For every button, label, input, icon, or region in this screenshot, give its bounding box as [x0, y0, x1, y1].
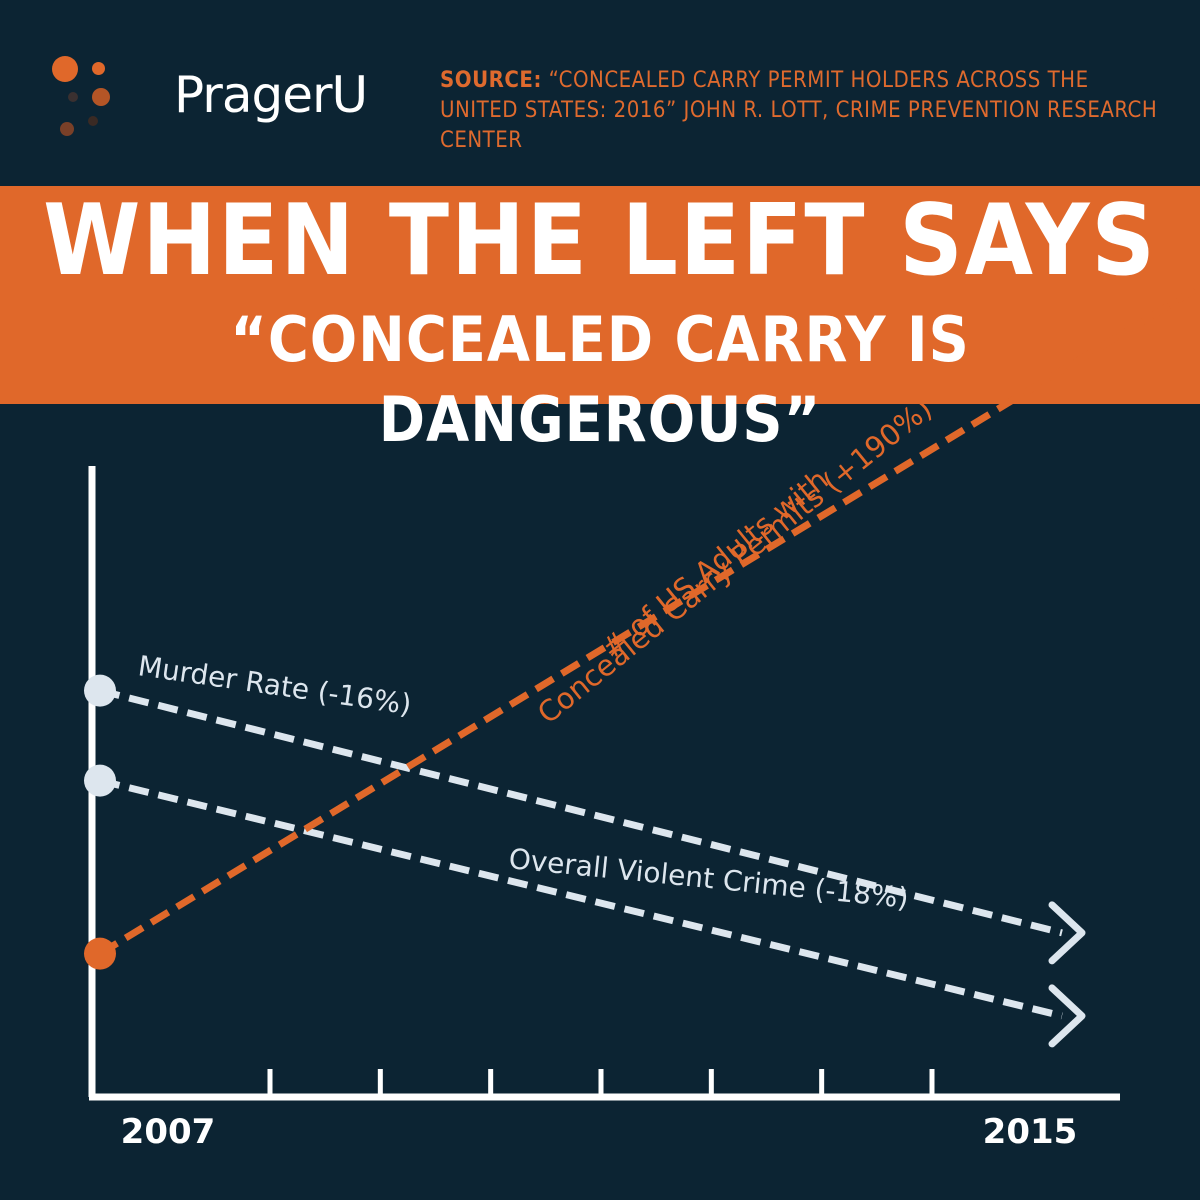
pragerU-logo: PragerU [48, 52, 378, 152]
logo-dot [88, 116, 98, 126]
source-citation: SOURCE: “CONCEALED CARRY PERMIT HOLDERS … [440, 66, 1160, 156]
violent-crime-line [99, 777, 1063, 1020]
logo-dot [68, 92, 78, 102]
permits-label-line-2: Concealed Carry Permits (+190%) [531, 391, 938, 730]
logo-dot [52, 56, 78, 82]
murder-rate-label: Murder Rate (-16%) [136, 649, 414, 721]
x-tick-label: 2007 [121, 1112, 216, 1152]
source-text: “CONCEALED CARRY PERMIT HOLDERS ACROSS T… [440, 68, 1158, 153]
violent-crime-arrowhead [1048, 984, 1086, 1048]
brand-name: PragerU [174, 66, 368, 124]
headline-line-2: “CONCEALED CARRY IS DANGEROUS” [230, 303, 970, 456]
murder-rate-line [99, 687, 1063, 937]
permits-line [98, 283, 1200, 957]
violent-crime-label: Overall Violent Crime (-18%) [507, 842, 910, 915]
x-tick-label: 2015 [983, 1112, 1078, 1152]
murder-rate-arrowhead [1048, 901, 1086, 965]
logo-dot [92, 62, 105, 75]
permits-start-point [84, 937, 116, 970]
murder-rate-start-point [84, 674, 116, 707]
logo-dot [60, 122, 74, 136]
headline-banner: WHEN THE LEFT SAYS “CONCEALED CARRY IS D… [0, 184, 1200, 456]
logo-dot [92, 88, 110, 106]
violent-crime-start-point [84, 764, 116, 797]
headline-line-1: WHEN THE LEFT SAYS [43, 184, 1157, 298]
source-label: SOURCE: [440, 68, 542, 93]
